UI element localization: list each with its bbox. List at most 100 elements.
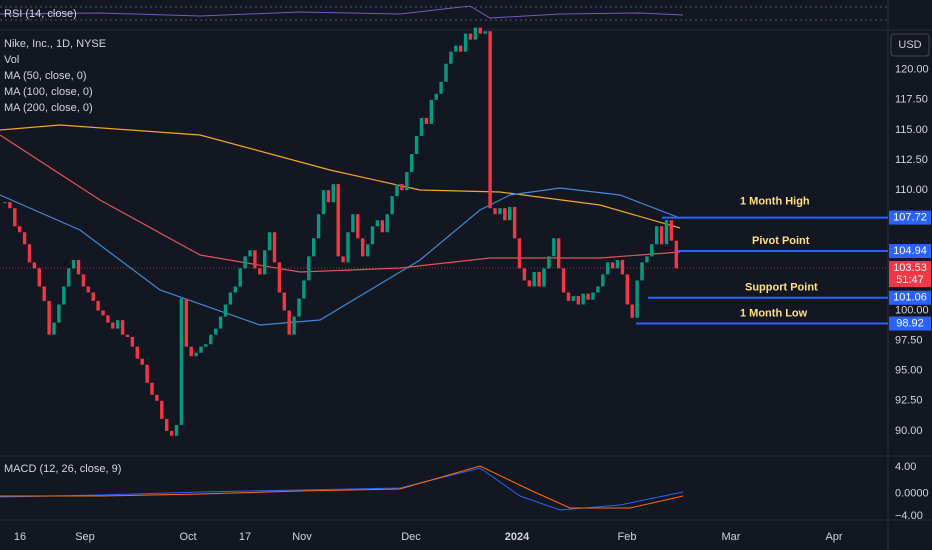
candle xyxy=(287,310,291,335)
legend-item: Vol xyxy=(4,54,19,66)
candle xyxy=(81,274,86,287)
candle xyxy=(341,256,345,263)
candle xyxy=(267,232,272,251)
candle xyxy=(615,259,620,269)
candle xyxy=(32,262,37,269)
price-tick-label: 97.50 xyxy=(895,335,923,347)
candle xyxy=(326,190,331,203)
candle xyxy=(42,286,46,301)
candle xyxy=(370,226,375,245)
candle xyxy=(184,298,188,347)
level-tag xyxy=(889,316,931,331)
level-tag xyxy=(889,290,931,305)
candle xyxy=(395,184,399,197)
legend-item: MA (100, close, 0) xyxy=(4,86,93,98)
candle xyxy=(160,400,164,419)
currency[interactable]: USD xyxy=(898,39,921,51)
candle xyxy=(101,310,105,316)
candle xyxy=(380,220,384,233)
time-label: 17 xyxy=(239,531,251,543)
time-label: Dec xyxy=(401,531,421,543)
candle xyxy=(111,322,115,329)
candle xyxy=(635,280,639,318)
candle xyxy=(645,256,649,263)
candle xyxy=(561,268,566,293)
candle xyxy=(414,135,419,155)
rsi-label: RSI (14, close) xyxy=(4,8,77,20)
candle xyxy=(503,208,507,221)
candle xyxy=(263,250,267,275)
candle xyxy=(67,268,71,287)
candle xyxy=(116,320,120,329)
candle xyxy=(253,250,257,269)
candle xyxy=(434,93,438,100)
candle xyxy=(214,328,218,335)
candle xyxy=(316,214,321,239)
ma-100 xyxy=(0,134,681,273)
candle xyxy=(209,334,213,345)
candle xyxy=(238,268,242,287)
price-tick-label: 120.00 xyxy=(895,64,929,76)
candle xyxy=(410,154,414,173)
candle xyxy=(86,286,90,293)
candle xyxy=(135,346,139,359)
candle xyxy=(125,334,130,338)
time-label: Sep xyxy=(75,531,95,543)
current-price-tag xyxy=(889,261,931,288)
level-value: 104.94 xyxy=(893,245,927,257)
price-tick-label: 115.00 xyxy=(895,124,928,136)
candle xyxy=(47,300,51,335)
candle xyxy=(282,292,286,311)
candle xyxy=(640,262,644,281)
price-tick-label: 92.50 xyxy=(895,395,923,407)
price-tick-label: 112.50 xyxy=(895,154,928,166)
candle xyxy=(375,220,380,227)
time-label: Feb xyxy=(618,531,637,543)
ma-200 xyxy=(0,124,681,229)
candle xyxy=(165,418,169,431)
candle xyxy=(620,259,625,275)
candle xyxy=(429,99,433,124)
candle xyxy=(625,274,629,305)
macd-tick-label: 4.00 xyxy=(895,461,916,473)
candle xyxy=(630,304,634,318)
legend-item: MA (200, close, 0) xyxy=(4,102,93,114)
level-value: 101.06 xyxy=(893,292,927,304)
candle xyxy=(473,27,478,40)
candle xyxy=(596,286,600,293)
time-label: Oct xyxy=(179,531,196,543)
candle xyxy=(463,33,468,52)
candle xyxy=(601,274,605,287)
currency-button[interactable] xyxy=(890,33,930,57)
candle xyxy=(557,238,561,269)
candle xyxy=(18,226,22,233)
candle xyxy=(664,220,669,245)
candle xyxy=(488,31,492,209)
candle xyxy=(586,293,590,300)
candle xyxy=(468,33,473,40)
rsi-line xyxy=(0,5,684,19)
candle xyxy=(498,208,502,215)
candle xyxy=(566,292,571,301)
level-tag xyxy=(889,210,931,225)
candle xyxy=(512,206,517,239)
candle xyxy=(459,45,463,52)
candle xyxy=(277,262,282,293)
time-label: 16 xyxy=(14,531,26,543)
candle xyxy=(669,220,674,241)
candle xyxy=(204,344,208,347)
candle xyxy=(405,172,409,191)
time-label: Nov xyxy=(292,531,312,543)
candle xyxy=(655,226,659,245)
candle xyxy=(365,244,370,257)
candle xyxy=(591,292,595,300)
candle xyxy=(223,304,228,317)
candle xyxy=(419,117,424,136)
legend-item: MA (50, close, 0) xyxy=(4,70,87,82)
price-tick-label: 100.00 xyxy=(895,304,929,316)
candle xyxy=(508,206,512,221)
candle xyxy=(272,232,277,263)
candle xyxy=(155,394,159,401)
candle xyxy=(483,31,487,34)
